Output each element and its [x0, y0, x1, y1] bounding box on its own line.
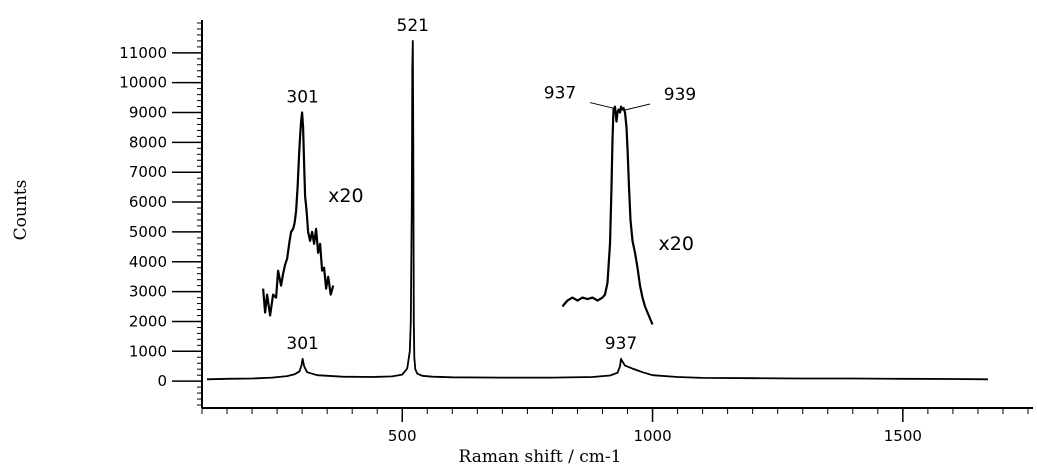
scale-factor-label: x20 [659, 233, 694, 255]
x-axis-label: Raman shift / cm-1 [459, 447, 622, 465]
leader-line [589, 102, 616, 110]
y-tick-label: 5000 [129, 223, 167, 241]
annotations: 521 301 301 937 937 939 x20 x20 [286, 16, 696, 354]
y-tick-label: 6000 [129, 193, 167, 211]
y-tick-label: 4000 [129, 253, 167, 271]
leader-line [624, 103, 651, 111]
y-tick-label: 1000 [129, 342, 167, 360]
y-axis-label: Counts [11, 180, 31, 241]
y-tick-label: 10000 [119, 74, 167, 92]
scale-factor-label: x20 [328, 185, 363, 207]
series-line-1 [206, 40, 988, 381]
y-tick-label: 9000 [129, 104, 167, 122]
y-tick-label: 11000 [119, 44, 167, 62]
series-group [206, 40, 988, 381]
peak-label: 301 [286, 88, 318, 108]
y-tick-label: 8000 [129, 133, 167, 151]
y-tick-label: 7000 [129, 163, 167, 181]
x-tick-label: 1000 [633, 427, 671, 445]
y-tick-label: 3000 [129, 283, 167, 301]
axes: 0 1000 2000 3000 4000 5000 6000 7000 8000 9000 100… [119, 20, 1033, 445]
peak-label: 521 [397, 16, 429, 36]
peak-label: 939 [664, 85, 696, 105]
x-tick-label: 500 [388, 427, 417, 445]
series-line-2 [262, 111, 335, 317]
y-tick-label: 0 [157, 372, 167, 390]
peak-label: 937 [544, 84, 576, 104]
peak-label: 937 [605, 334, 637, 354]
peak-label: 301 [286, 334, 318, 354]
series-line-3 [561, 105, 654, 325]
x-tick-label: 1500 [884, 427, 922, 445]
y-tick-label: 2000 [129, 312, 167, 330]
